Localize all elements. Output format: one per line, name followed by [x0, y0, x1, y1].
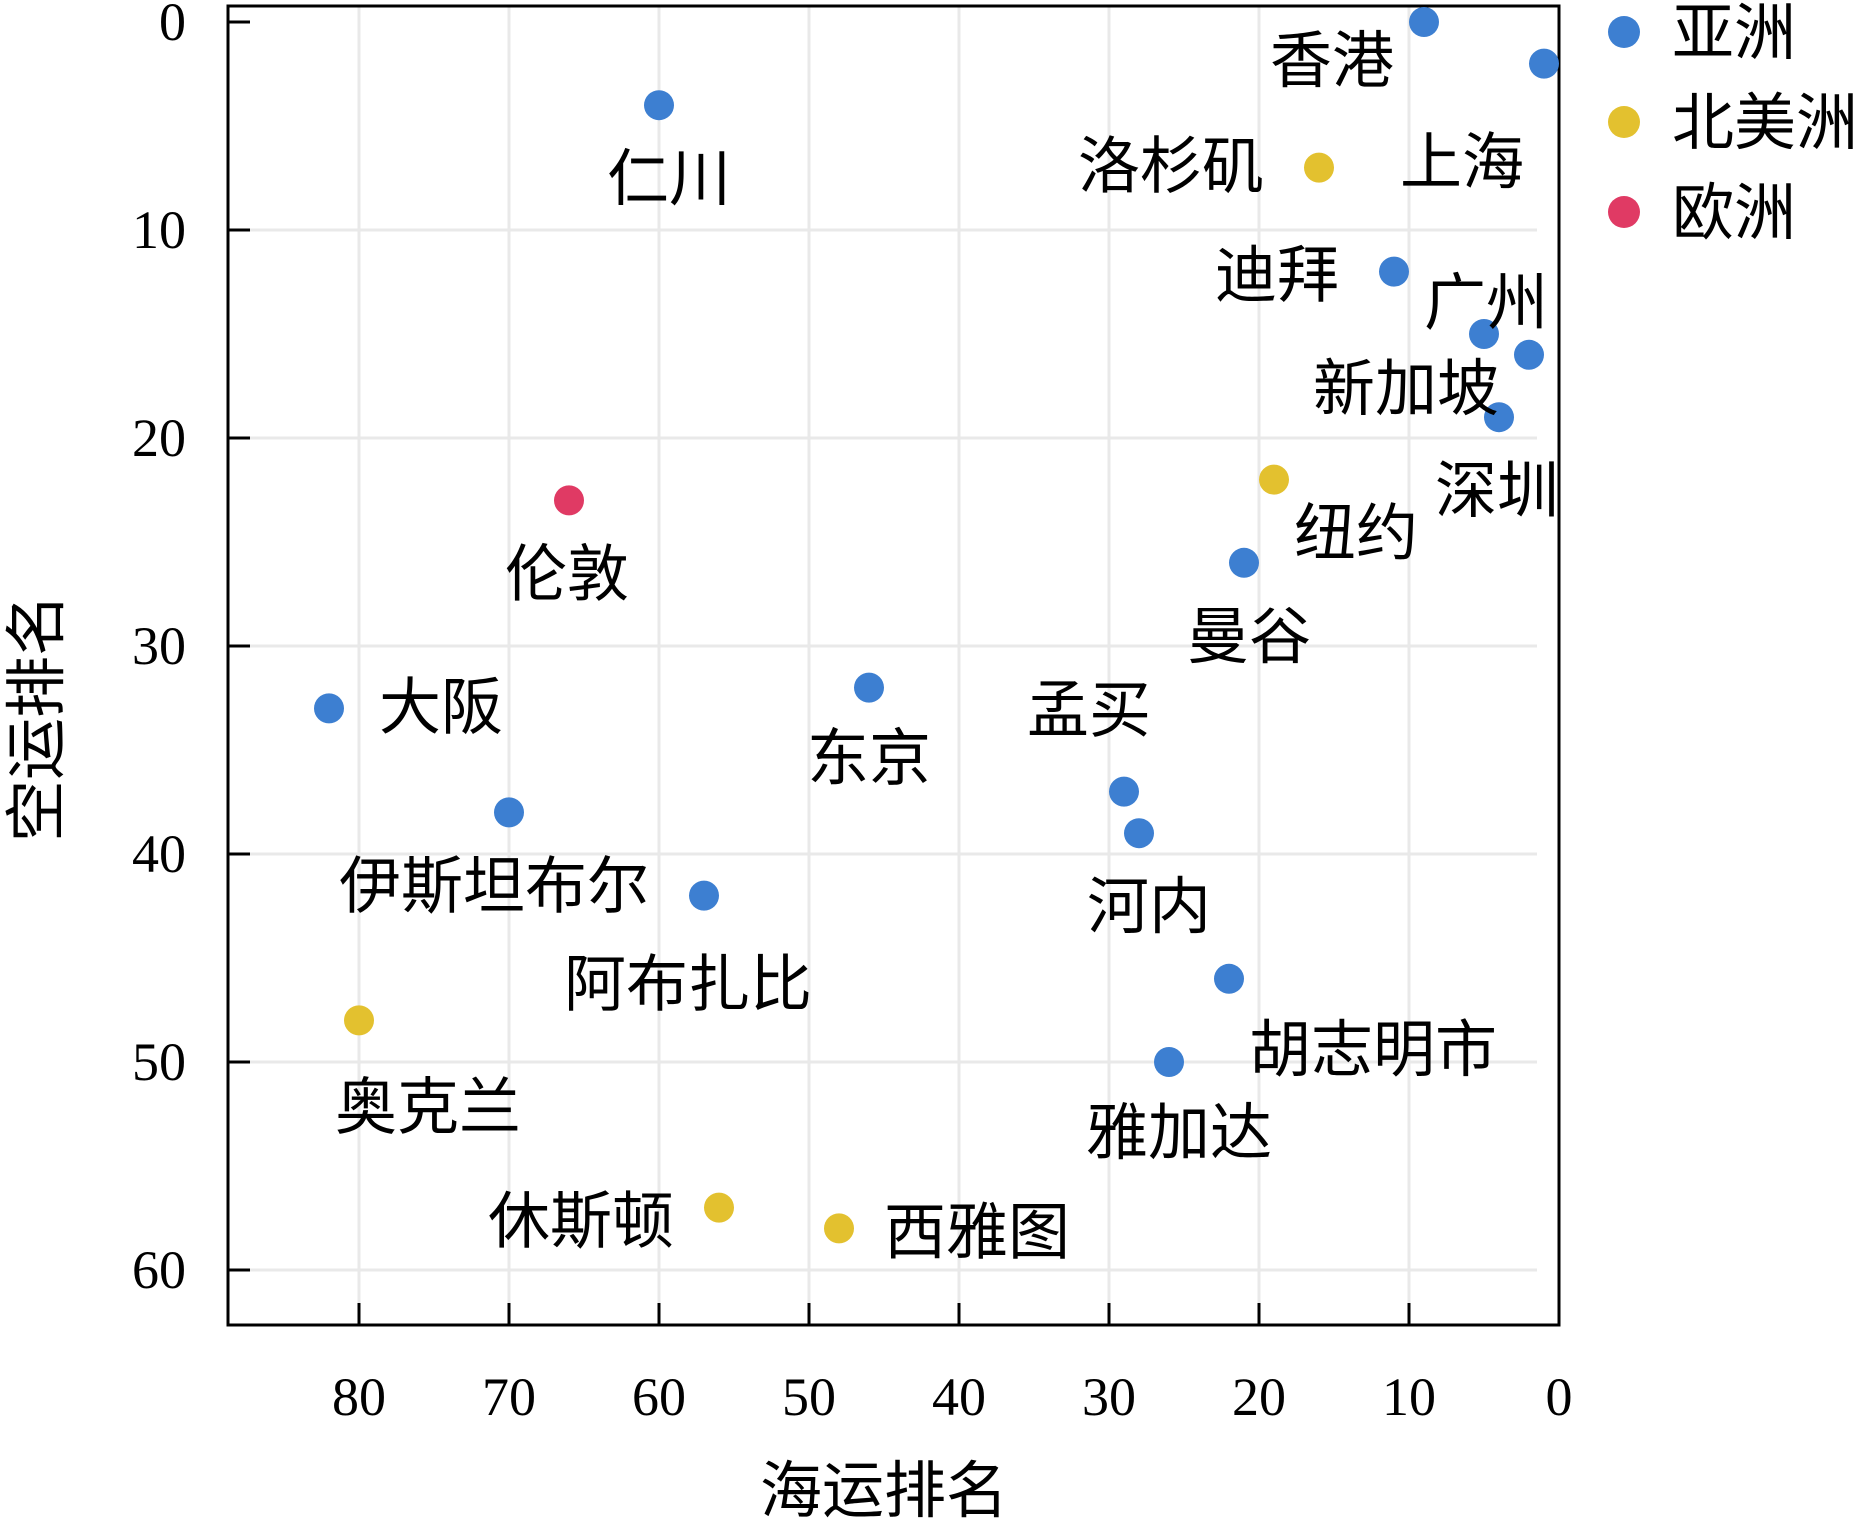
- y-tick-label: 60: [132, 1240, 186, 1300]
- point-label: 新加坡: [1313, 352, 1499, 425]
- data-point: [689, 880, 719, 911]
- grid-lines: [228, 6, 1537, 1325]
- legend-label: 亚洲: [1672, 0, 1796, 69]
- point-label: 纽约: [1294, 497, 1418, 570]
- legend-marker: [1608, 106, 1640, 138]
- x-tick-label: 50: [782, 1367, 836, 1427]
- legend-label: 欧洲: [1672, 176, 1796, 249]
- x-tick-label: 0: [1546, 1367, 1573, 1427]
- data-point: [824, 1213, 854, 1244]
- data-point: [1514, 339, 1544, 370]
- data-point: [314, 693, 344, 724]
- point-label: 伊斯坦布尔: [339, 849, 649, 922]
- data-point: [644, 90, 674, 121]
- legend-marker: [1608, 196, 1640, 228]
- point-label: 广州: [1424, 266, 1548, 339]
- y-tick-label: 10: [132, 200, 186, 260]
- point-label: 阿布扎比: [564, 948, 812, 1021]
- data-point: [1109, 776, 1139, 807]
- data-points: [314, 7, 1559, 1244]
- axis-ticks: 80 70 60 50 40 30 20 10 0 0 10 20 30 40 50 60: [132, 0, 1573, 1427]
- point-label: 上海: [1400, 126, 1524, 199]
- data-point: [1484, 402, 1514, 433]
- data-point: [494, 797, 524, 828]
- y-tick-label: 0: [159, 0, 186, 52]
- x-tick-label: 70: [482, 1367, 536, 1427]
- data-point: [1259, 464, 1289, 495]
- data-point: [1409, 7, 1439, 37]
- legend-marker: [1608, 16, 1640, 48]
- point-label: 仁川: [607, 142, 731, 215]
- x-tick-label: 60: [632, 1367, 686, 1427]
- point-label: 东京: [807, 722, 931, 795]
- data-point: [1379, 256, 1409, 287]
- y-axis-title: 空运排名: [0, 594, 73, 842]
- data-point: [344, 1005, 374, 1036]
- point-label: 洛杉矶: [1078, 130, 1264, 203]
- data-point: [1124, 818, 1154, 849]
- data-point: [1154, 1047, 1184, 1077]
- point-label: 深圳: [1435, 454, 1559, 527]
- point-label: 迪拜: [1215, 239, 1339, 312]
- data-point: [854, 672, 884, 703]
- point-label: 西雅图: [884, 1195, 1070, 1268]
- data-point: [1304, 152, 1334, 183]
- data-point: [1529, 48, 1559, 79]
- data-point: [1229, 547, 1259, 578]
- legend-label: 北美洲: [1672, 86, 1858, 159]
- x-tick-label: 30: [1082, 1367, 1136, 1427]
- y-tick-label: 20: [132, 408, 186, 468]
- x-tick-label: 10: [1382, 1367, 1436, 1427]
- data-point: [1214, 963, 1244, 994]
- data-point: [554, 485, 584, 516]
- x-tick-label: 20: [1232, 1367, 1286, 1427]
- point-label: 大阪: [379, 670, 503, 743]
- x-tick-label: 40: [932, 1367, 986, 1427]
- point-label: 休斯顿: [488, 1185, 674, 1258]
- point-label: 雅加达: [1086, 1096, 1272, 1169]
- data-point: [1469, 319, 1499, 349]
- x-tick-label: 80: [332, 1367, 386, 1427]
- y-tick-label: 40: [132, 824, 186, 884]
- y-tick-label: 50: [132, 1032, 186, 1092]
- x-axis-title: 海运排名: [760, 1454, 1008, 1527]
- point-label: 香港: [1270, 24, 1394, 97]
- point-label: 河内: [1087, 870, 1211, 943]
- point-label: 奥克兰: [335, 1070, 521, 1143]
- point-label: 曼谷: [1187, 600, 1311, 673]
- point-label: 胡志明市: [1249, 1013, 1497, 1086]
- data-point: [704, 1192, 734, 1223]
- point-label: 孟买: [1027, 674, 1151, 747]
- y-tick-label: 30: [132, 616, 186, 676]
- plot-frame: [226, 4, 1561, 1327]
- point-label: 伦敦: [505, 537, 629, 610]
